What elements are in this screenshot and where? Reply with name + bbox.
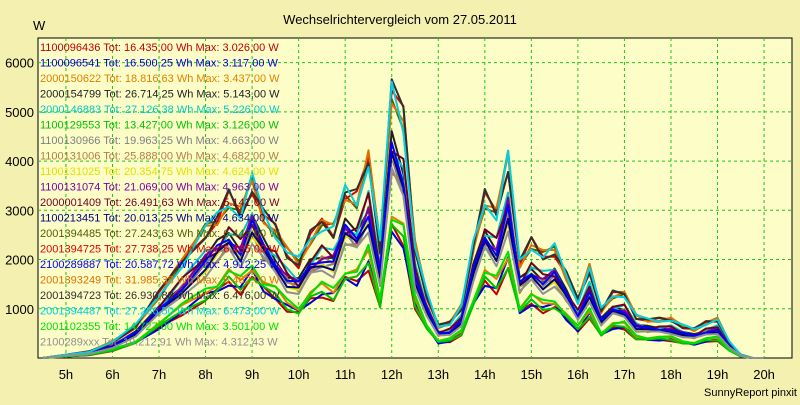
legend-entry-1100096541: 1100096541 Tot: 16.500,25 Wh Max: 3.117,… [40, 58, 279, 70]
series-line-2001102355 [42, 218, 765, 359]
series-line-2000001409 [42, 150, 765, 359]
legend-entry-2001393249: 2001393249 Tot: 31.985,38 Wh Max: 6.462,… [40, 275, 280, 287]
legend-entry-1100131006: 1100131006 Tot: 25.888,00 Wh Max: 4.682,… [40, 151, 279, 163]
y-tick-label: 4000 [5, 154, 34, 169]
x-tick-label: 10h [288, 367, 310, 382]
series-line-2100289887 [42, 141, 765, 359]
legend-entry-2001394725: 2001394725 Tot: 27.738,25 Wh Max: 6.435,… [40, 244, 280, 256]
legend-entry-1100131074: 1100131074 Tot: 21.069,00 Wh Max: 4.963,… [40, 182, 279, 194]
x-tick-label: 5h [59, 367, 73, 382]
axis-labels: 5h 6h 7h 8h 9h 10h 11h 12h 13h 14h 15h 16h 17h 18h 19h… [5, 56, 775, 382]
legend-entry-2001394723: 2001394723 Tot: 26.930,88 Wh Max: 6.476,… [40, 290, 280, 302]
y-tick-label: 2000 [5, 253, 34, 268]
y-tick-label: 3000 [5, 203, 34, 218]
x-tick-label: 12h [381, 367, 403, 382]
legend-entry-2001394485: 2001394485 Tot: 27.243,63 Wh Max: 6.443,… [40, 228, 280, 240]
x-tick-label: 15h [521, 367, 543, 382]
legend-entry-1100213451: 1100213451 Tot: 20.013,25 Wh Max: 4.634,… [40, 213, 279, 225]
legend-entry-2001102355: 2001102355 Tot: 14.727,00 Wh Max: 3.501,… [40, 321, 279, 333]
legend-entry-2000154799: 2000154799 Tot: 26.714,25 Wh Max: 5.143,… [40, 89, 280, 101]
y-axis-label: W [33, 18, 46, 33]
x-tick-label: 13h [427, 367, 449, 382]
series-line-2001394487 [42, 80, 765, 359]
legend-entry-2100289xxx: 2100289xxx Tot: 19.212,91 Wh Max: 4.312,… [40, 337, 278, 349]
legend-entry-1100096436: 1100096436 Tot: 16.435,00 Wh Max: 3.026,… [40, 42, 279, 54]
x-tick-label: 9h [245, 367, 259, 382]
legend-entry-1100129553: 1100129553 Tot: 13.427,00 Wh Max: 3.126,… [40, 120, 279, 132]
y-tick-label: 6000 [5, 56, 34, 71]
footer-credit: SunnyReport pinxit [704, 387, 797, 399]
chart-title: Wechselrichtervergleich vom 27.05.2011 [283, 12, 517, 27]
series-line-1100096541 [42, 230, 765, 359]
y-tick-label: 1000 [5, 302, 34, 317]
x-tick-label: 17h [614, 367, 636, 382]
series-line-2001394723 [42, 78, 765, 359]
legend-entry-1100130966: 1100130966 Tot: 19.963,25 Wh Max: 4.663,… [40, 135, 279, 147]
series-line-2100289xxx [42, 166, 765, 359]
legend-entry-2000150622: 2000150622 Tot: 18.816,63 Wh Max: 3.437,… [40, 73, 280, 85]
series-group [42, 78, 765, 359]
x-tick-label: 7h [152, 367, 166, 382]
legend-entry-2000146883: 2000146883 Tot: 27.126,38 Wh Max: 5.226,… [40, 104, 280, 116]
legend-entry-2000001409: 2000001409 Tot: 26.491,63 Wh Max: 5.141,… [40, 197, 280, 209]
x-tick-label: 19h [707, 367, 729, 382]
x-tick-label: 14h [474, 367, 496, 382]
legend-entry-2100289887: 2100289887 Tot: 20.587,72 Wh Max: 4.912,… [40, 259, 280, 271]
x-tick-label: 18h [660, 367, 682, 382]
x-tick-label: 16h [567, 367, 589, 382]
series-line-1100129553 [42, 223, 765, 359]
x-tick-label: 8h [198, 367, 212, 382]
legend: 1100096436 Tot: 16.435,00 Wh Max: 3.026,… [40, 42, 280, 349]
legend-entry-1100131025: 1100131025 Tot: 20.354,75 Wh Max: 4.624,… [40, 166, 279, 178]
x-tick-label: 20h [753, 367, 775, 382]
x-tick-label: 6h [105, 367, 119, 382]
x-tick-label: 11h [335, 367, 356, 382]
legend-entry-2001394487: 2001394487 Tot: 27.286,50 Wh Max: 6.473,… [40, 306, 280, 318]
y-tick-label: 5000 [5, 105, 34, 120]
